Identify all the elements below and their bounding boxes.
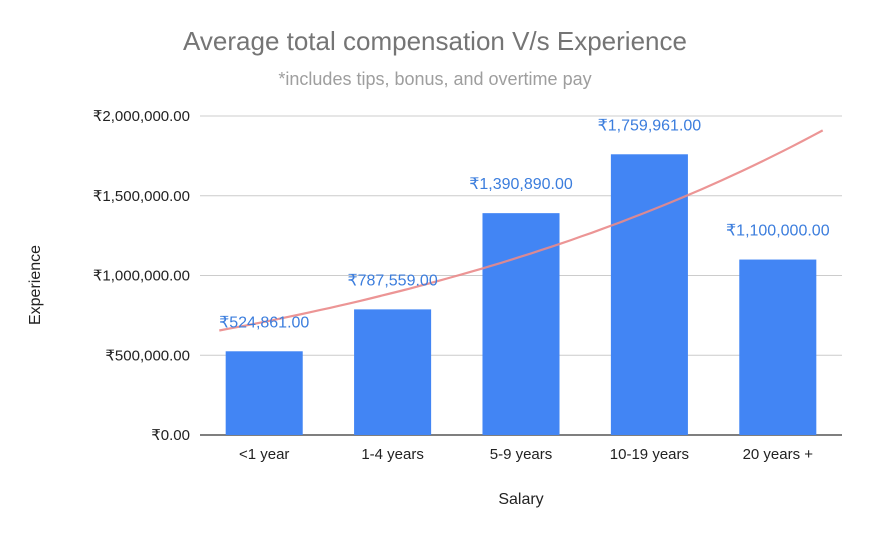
x-tick-label: 10-19 years: [610, 446, 689, 463]
y-tick-label: ₹0.00: [151, 427, 190, 444]
x-tick-label: 20 years +: [743, 446, 814, 463]
x-tick-label: 5-9 years: [490, 446, 553, 463]
y-tick-labels: ₹0.00 ₹500,000.00 ₹1,000,000.00 ₹1,500,000.…: [93, 108, 190, 444]
bars: [225, 154, 817, 435]
bar: [739, 259, 817, 435]
trendline: [219, 129, 824, 332]
x-tick-label: 1-4 years: [361, 446, 424, 463]
bar: [482, 213, 560, 435]
data-label: ₹1,759,961.00: [598, 117, 702, 134]
y-tick-label: ₹500,000.00: [105, 347, 190, 364]
x-axis-label: Salary: [498, 491, 543, 508]
data-label: ₹787,559.00: [347, 272, 437, 289]
x-tick-label: <1 year: [239, 446, 289, 463]
bar: [225, 351, 303, 435]
trendline-group: [219, 129, 824, 332]
chart-subtitle: *includes tips, bonus, and overtime pay: [278, 69, 591, 89]
data-label: ₹524,861.00: [219, 314, 309, 331]
bar: [610, 154, 688, 435]
bar: [354, 309, 432, 435]
y-tick-label: ₹1,000,000.00: [93, 268, 190, 285]
y-axis-label: Experience: [27, 245, 44, 325]
chart-title: Average total compensation V/s Experienc…: [183, 26, 687, 56]
data-labels: ₹524,861.00 ₹787,559.00 ₹1,390,890.00 ₹1,75…: [219, 117, 830, 331]
data-label: ₹1,390,890.00: [469, 176, 573, 193]
y-tick-label: ₹2,000,000.00: [93, 108, 190, 125]
y-tick-label: ₹1,500,000.00: [93, 188, 190, 205]
data-label: ₹1,100,000.00: [726, 223, 830, 240]
x-tick-labels: <1 year 1-4 years 5-9 years 10-19 years 20 y…: [239, 446, 813, 463]
